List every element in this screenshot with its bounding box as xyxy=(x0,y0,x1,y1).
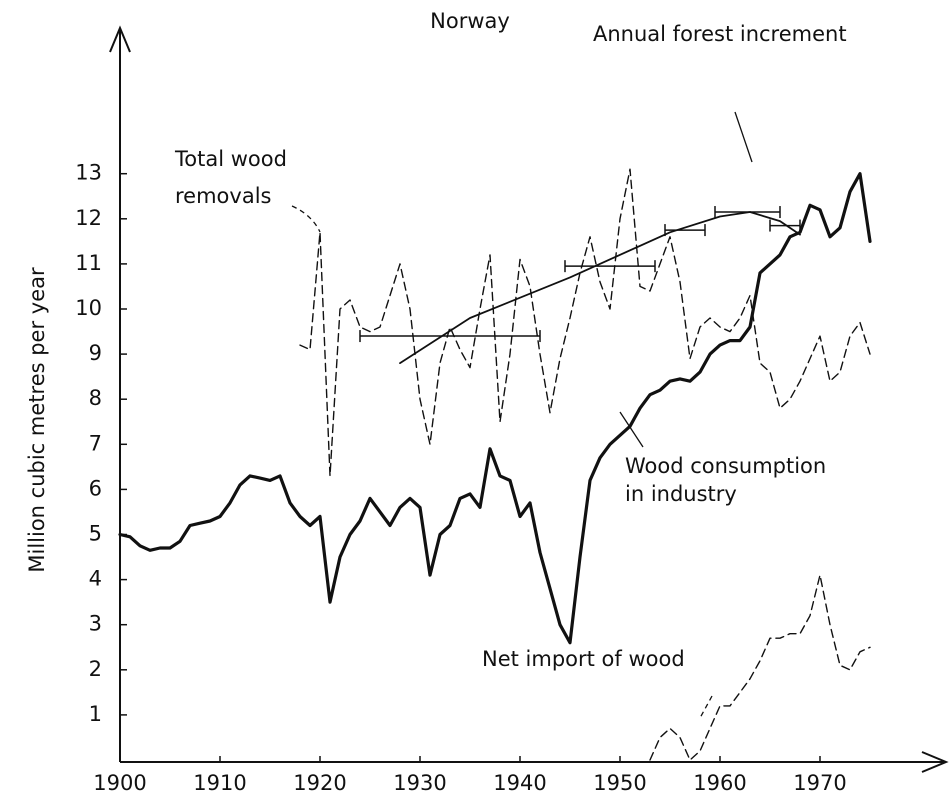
y-tick-label: 11 xyxy=(75,251,102,275)
range-bar xyxy=(769,219,801,232)
range-bar xyxy=(664,224,706,237)
y-tick-label: 8 xyxy=(89,386,102,410)
leader-line xyxy=(699,695,713,719)
y-tick-label: 12 xyxy=(75,206,102,230)
leader-lines xyxy=(291,111,753,719)
y-tick-label: 6 xyxy=(89,476,102,500)
series-label: removals xyxy=(175,184,271,208)
y-axis-label: Million cubic metres per year xyxy=(25,267,49,573)
range-bar xyxy=(564,260,656,273)
leader-line xyxy=(291,205,321,233)
series-line xyxy=(118,172,872,645)
series-label: Net import of wood xyxy=(482,647,685,671)
y-tick-label: 2 xyxy=(89,657,102,681)
series-label: in industry xyxy=(625,482,737,506)
y-arrow xyxy=(109,25,131,53)
series-line xyxy=(399,211,801,364)
y-tick-label: 1 xyxy=(89,702,102,726)
range-bar xyxy=(714,206,781,219)
x-tick-label: 1950 xyxy=(593,771,646,795)
y-tick-label: 5 xyxy=(89,522,102,546)
x-tick-label: 1920 xyxy=(293,771,346,795)
x-tick-label: 1900 xyxy=(93,771,146,795)
axes xyxy=(109,25,949,773)
y-tick-label: 10 xyxy=(75,296,102,320)
series-label: Annual forest increment xyxy=(593,22,847,46)
series-line xyxy=(299,168,871,477)
x-arrow xyxy=(921,751,949,773)
range-bar xyxy=(359,330,541,343)
y-tick-label: 7 xyxy=(89,431,102,455)
x-tick-label: 1960 xyxy=(693,771,746,795)
x-tick-label: 1970 xyxy=(793,771,846,795)
y-tick-label: 9 xyxy=(89,341,102,365)
x-tick-label: 1910 xyxy=(193,771,246,795)
y-tick-label: 4 xyxy=(89,567,102,591)
x-tick-label: 1940 xyxy=(493,771,546,795)
x-tick-label: 1930 xyxy=(393,771,446,795)
y-tick-label: 13 xyxy=(75,161,102,185)
chart-title: Norway xyxy=(430,9,510,33)
leader-line xyxy=(619,411,644,448)
y-tick-label: 3 xyxy=(89,612,102,636)
series-line xyxy=(649,574,871,761)
leader-line xyxy=(734,111,753,163)
series-label: Total wood xyxy=(174,147,287,171)
series-label: Wood consumption xyxy=(625,454,826,478)
